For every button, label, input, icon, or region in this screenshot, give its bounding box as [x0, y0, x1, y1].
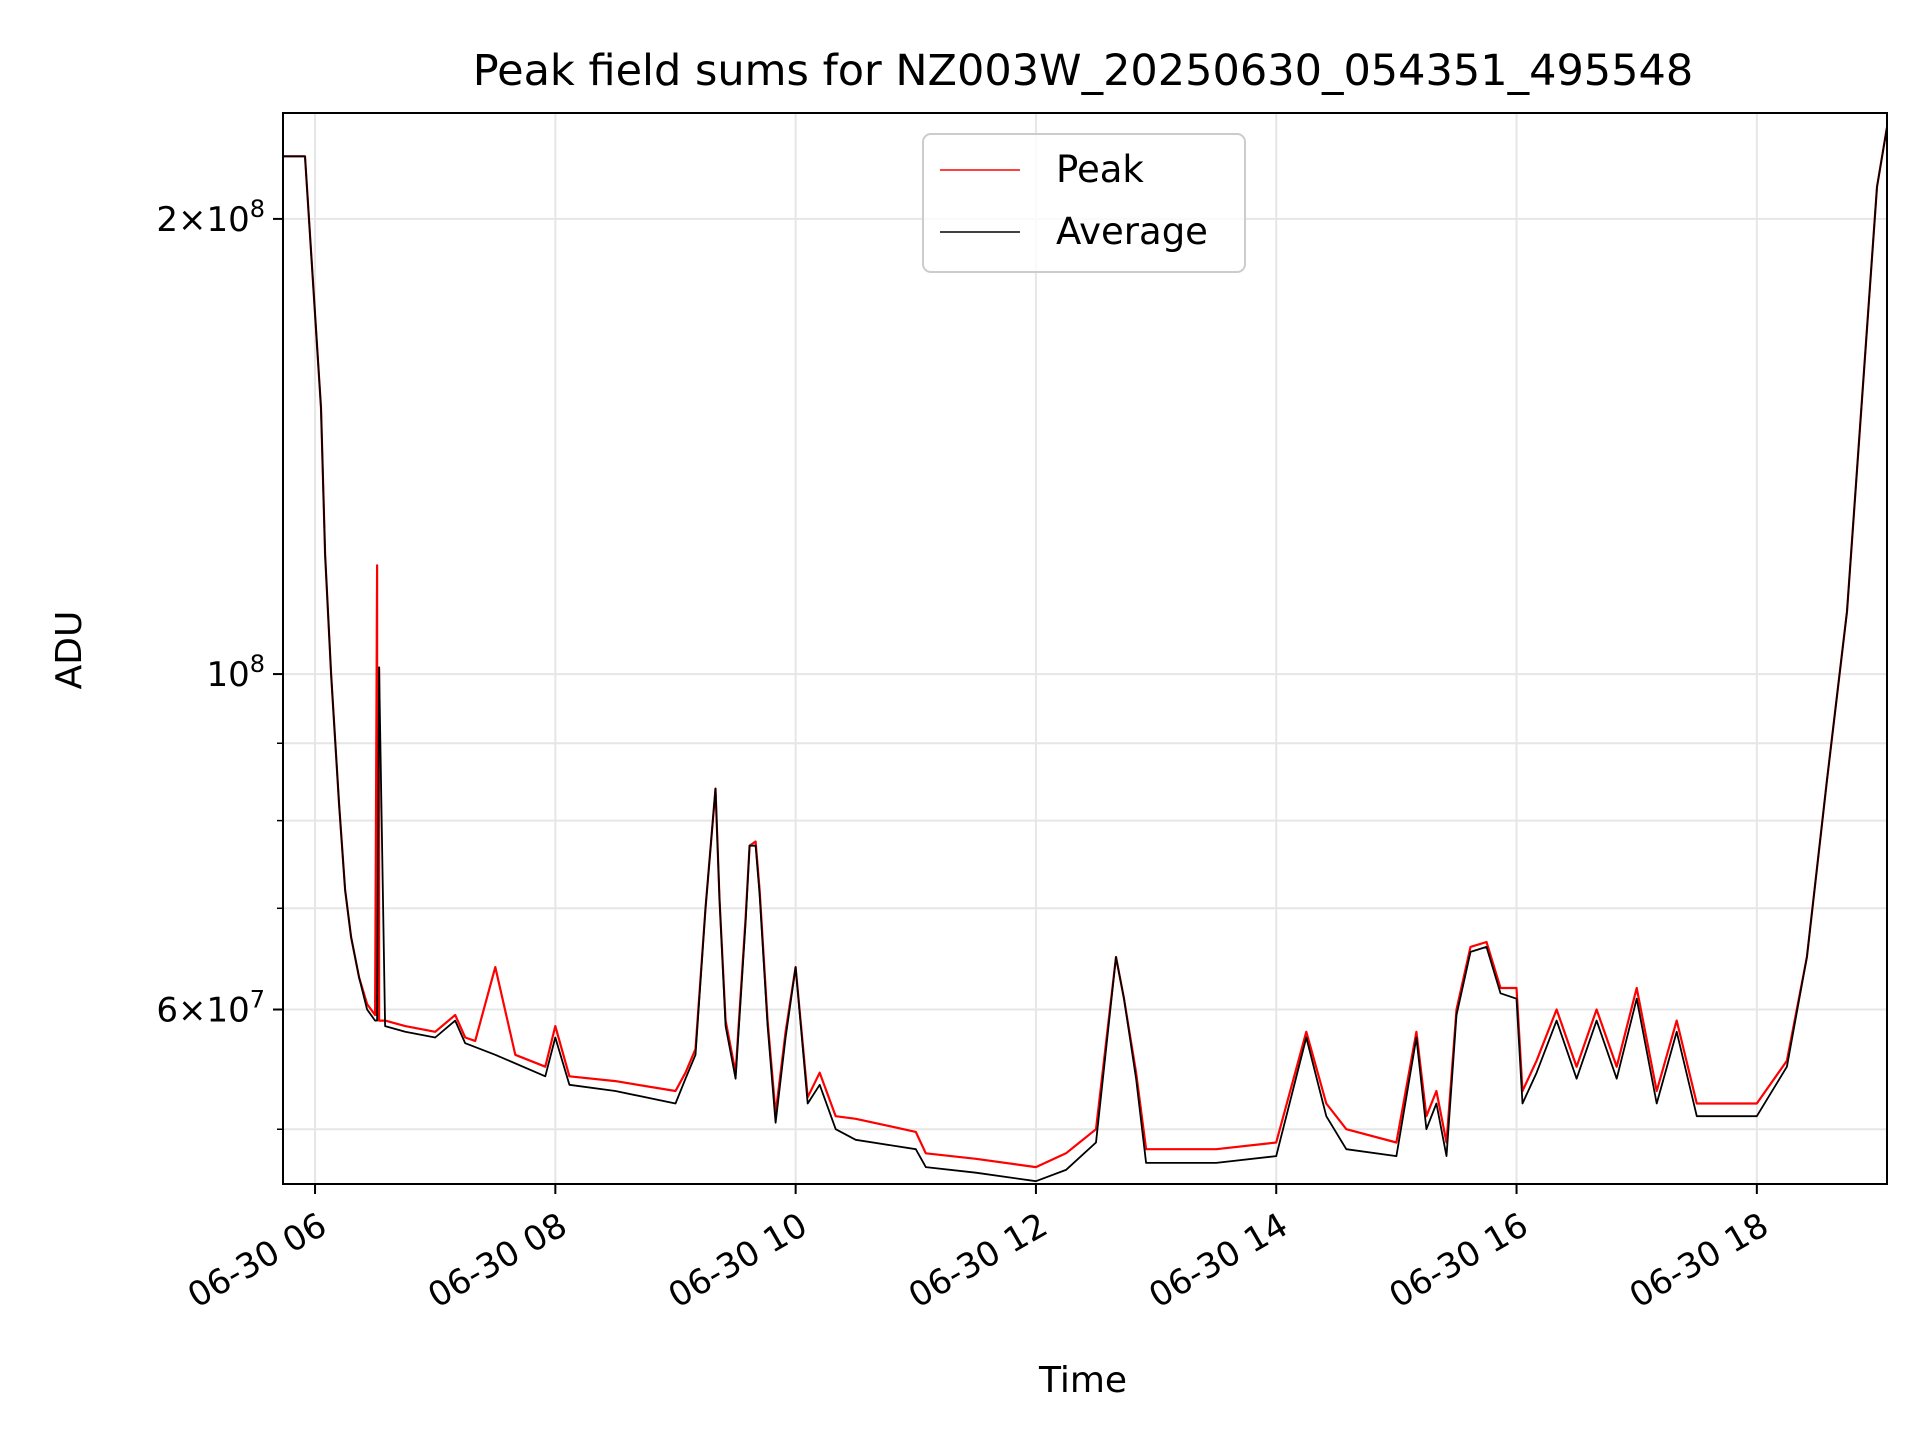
y-tick-label: 2×108: [156, 195, 265, 240]
legend: Peak Average: [922, 133, 1246, 273]
y-tick-label: 108: [206, 650, 265, 695]
series-line-average: [283, 126, 1888, 1183]
y-axis-label: ADU: [49, 611, 90, 690]
series-layer: [283, 126, 1889, 1183]
plot-frame: [282, 112, 1888, 1185]
legend-label-peak: Peak: [1056, 148, 1144, 191]
legend-box: [922, 133, 1246, 273]
y-tick-label: 6×107: [156, 986, 265, 1031]
legend-label-average: Average: [1056, 210, 1208, 253]
chart-title: Peak field sums for NZ003W_20250630_0543…: [473, 46, 1694, 96]
x-axis-label: Time: [1038, 1360, 1127, 1401]
